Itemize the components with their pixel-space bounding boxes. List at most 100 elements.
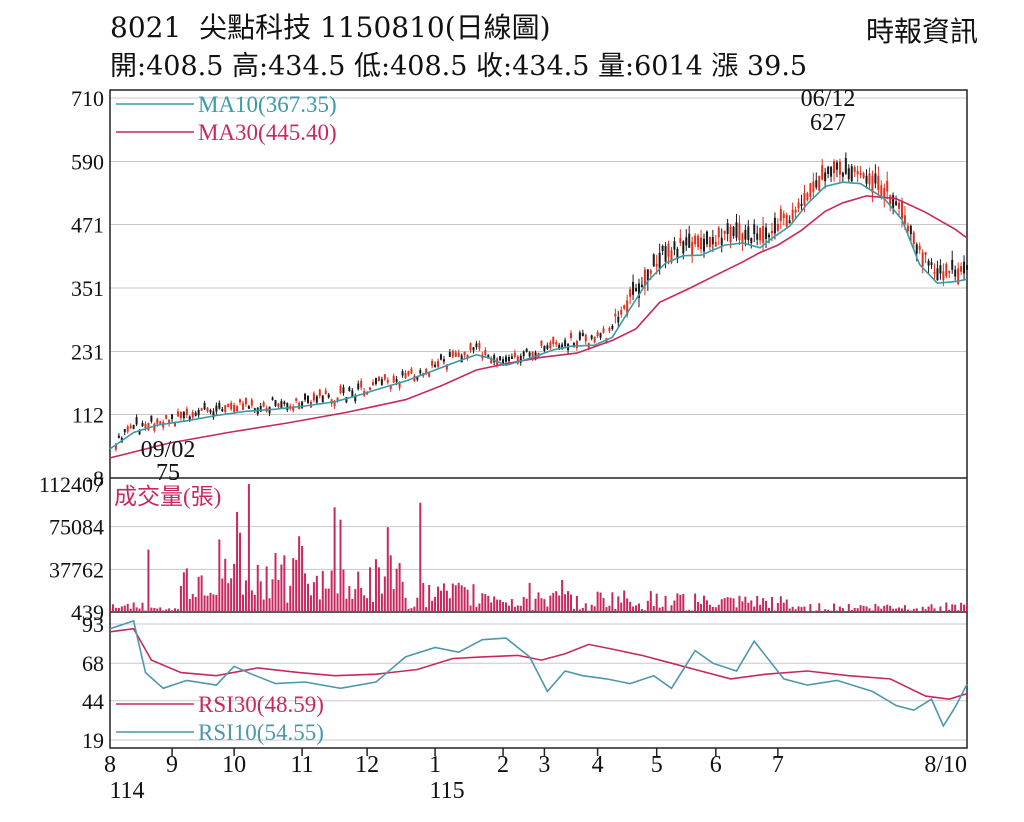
candle-body [664, 246, 667, 262]
volume-bar [865, 606, 868, 612]
volume-bar [903, 605, 906, 612]
candle-body [806, 193, 809, 201]
rsi-tick-label: 68 [82, 651, 104, 676]
volume-bar [321, 571, 324, 612]
volume-bar [726, 597, 729, 612]
candle-body [454, 352, 457, 357]
candle-body [241, 403, 244, 410]
candle-body [230, 402, 233, 410]
candle-body [711, 237, 714, 245]
volume-bar [439, 590, 442, 612]
candle-body [460, 355, 463, 363]
ma10-legend-label: MA10(367.35) [198, 92, 337, 117]
volume-bar [623, 590, 626, 612]
candle-body [218, 402, 221, 409]
candle-body [493, 355, 496, 363]
candle-body [877, 175, 880, 190]
candle-body [915, 244, 918, 254]
volume-bar [404, 597, 407, 612]
candle-body [564, 340, 567, 347]
candle-body [522, 351, 525, 357]
candle-body [227, 403, 230, 407]
volume-bar [632, 606, 635, 612]
volume-bar [963, 604, 966, 612]
volume-bar [460, 585, 463, 612]
candle-body [392, 376, 395, 383]
quote-summary: 開:408.5 高:434.5 低:408.5 收:434.5 量:6014 漲… [110, 44, 807, 83]
candle-body [714, 241, 717, 247]
candle-body [244, 397, 247, 405]
candle-body [649, 270, 652, 274]
candle-body [404, 372, 407, 379]
volume-bar [732, 598, 735, 612]
volume-bar [827, 609, 830, 612]
candle-body [502, 359, 505, 366]
volume-bar [717, 604, 720, 612]
volume-bar [599, 592, 602, 612]
candle-body [239, 399, 242, 403]
volume-bar [395, 568, 398, 612]
volume-bar [694, 593, 697, 612]
rsi-tick-label: 44 [82, 689, 104, 714]
volume-bar [643, 610, 646, 612]
month-label: 3 [538, 752, 550, 778]
candle-body [250, 399, 253, 406]
candle-body [623, 305, 626, 309]
volume-bar [277, 579, 280, 612]
volume-bar [298, 536, 301, 612]
volume-bar [948, 609, 951, 612]
close-price: 收:434.5 [476, 51, 590, 82]
volume-bar [957, 610, 960, 612]
volume-bar [528, 582, 531, 612]
volume-bar [800, 607, 803, 612]
candle-body [602, 328, 605, 333]
candle-body [123, 429, 126, 433]
candle-body [635, 288, 638, 292]
panel-frames [109, 89, 968, 749]
candle-body [174, 422, 177, 427]
candle-body [445, 364, 448, 370]
candle-body [247, 405, 250, 409]
volume-bar [463, 587, 466, 612]
candle-body [773, 217, 776, 234]
candle-body [504, 356, 507, 362]
candle-body [853, 167, 856, 172]
candle-body [150, 415, 153, 422]
volume-tick-label: 439 [71, 600, 104, 625]
volume-bar [292, 558, 295, 612]
volume-bar [936, 610, 939, 612]
volume-bar [481, 593, 484, 612]
volume-bar [735, 607, 738, 612]
volume-bar [484, 594, 487, 612]
volume-bar [315, 575, 318, 612]
rsi10-legend-label: RSI10(54.55) [198, 720, 324, 745]
ma10-line [109, 181, 968, 450]
volume-bar [504, 602, 507, 612]
volume-bar [543, 599, 546, 612]
volume-bar [892, 608, 895, 612]
volume-bar [469, 605, 472, 612]
volume-bar [324, 588, 327, 612]
volume-panel-title: 成交量(張) [114, 484, 221, 509]
month-label: 4 [592, 752, 604, 778]
candle-body [549, 342, 552, 349]
volume-bar [490, 602, 493, 612]
volume-bar [265, 566, 268, 612]
candle-body [756, 233, 759, 240]
candle-body [543, 345, 546, 351]
candle-body [599, 332, 602, 338]
volume-bar [165, 609, 168, 612]
volume-bar [575, 595, 578, 612]
candle-body [765, 227, 768, 239]
candle-body [827, 166, 830, 175]
volume-bar [602, 598, 605, 612]
volume-bar [407, 608, 410, 612]
candle-body [552, 336, 555, 345]
candle-body [410, 368, 413, 374]
candle-body [466, 354, 469, 359]
candle-body [921, 252, 924, 267]
candle-body [939, 265, 942, 274]
candle-body [788, 220, 791, 224]
price-tick-label: 710 [71, 86, 104, 111]
